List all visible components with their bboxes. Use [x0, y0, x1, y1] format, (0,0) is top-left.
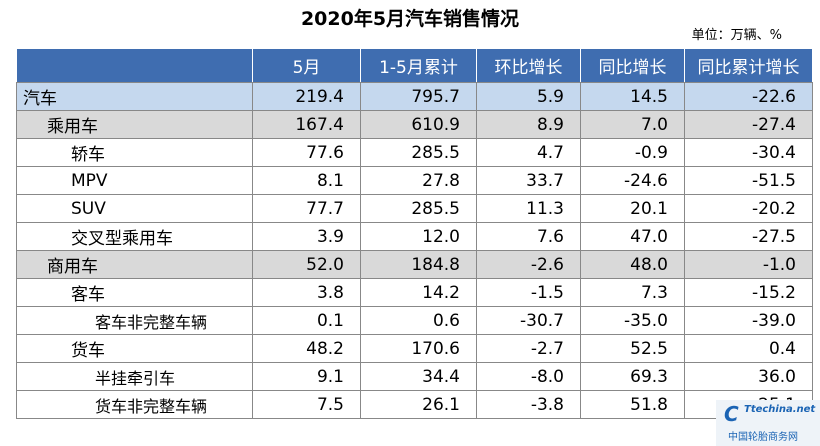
cell-mom: 11.3	[476, 194, 581, 223]
cell-cum-yoy: 36.0	[684, 362, 813, 391]
cell-cumulative: 26.1	[360, 390, 477, 419]
cell-yoy: 48.0	[580, 250, 685, 279]
table-row-commercial: 商用车 52.0 184.8 -2.6 48.0 -1.0	[16, 250, 813, 279]
cell-cum-yoy: -20.2	[684, 194, 813, 223]
sales-table: 5月 1-5月累计 环比增长 同比增长 同比累计增长 汽车 219.4 795.…	[16, 48, 813, 419]
unit-label: 单位：万辆、%	[691, 28, 782, 43]
cell-cum-yoy: -27.5	[684, 222, 813, 251]
row-label: 客车非完整车辆	[16, 306, 253, 335]
cell-cumulative: 285.5	[360, 138, 477, 167]
cell-may: 0.1	[252, 306, 361, 335]
cell-may: 9.1	[252, 362, 361, 391]
cell-cum-yoy: -51.5	[684, 166, 813, 195]
cell-may: 3.8	[252, 278, 361, 307]
row-label: 客车	[16, 278, 253, 307]
cell-yoy: -24.6	[580, 166, 685, 195]
row-label: 汽车	[16, 82, 253, 111]
header-cum-yoy-growth: 同比累计增长	[684, 48, 813, 83]
cell-yoy: 47.0	[580, 222, 685, 251]
cell-mom: 33.7	[476, 166, 581, 195]
cell-mom: 8.9	[476, 110, 581, 139]
row-label: 商用车	[16, 250, 253, 279]
cell-yoy: 52.5	[580, 334, 685, 363]
cell-mom: -8.0	[476, 362, 581, 391]
cell-yoy: -0.9	[580, 138, 685, 167]
cell-mom: 7.6	[476, 222, 581, 251]
cell-cumulative: 285.5	[360, 194, 477, 223]
watermark-logo: C Ttechina.net 中国轮胎商务网	[716, 400, 820, 446]
table-row: 半挂牵引车 9.1 34.4 -8.0 69.3 36.0	[16, 362, 813, 391]
cell-mom: 4.7	[476, 138, 581, 167]
table-header-row: 5月 1-5月累计 环比增长 同比增长 同比累计增长	[16, 48, 813, 83]
table-row: 轿车 77.6 285.5 4.7 -0.9 -30.4	[16, 138, 813, 167]
cell-may: 8.1	[252, 166, 361, 195]
logo-subtext: 中国轮胎商务网	[728, 432, 798, 443]
cell-yoy: 20.1	[580, 194, 685, 223]
table-row: 客车非完整车辆 0.1 0.6 -30.7 -35.0 -39.0	[16, 306, 813, 335]
row-label: 轿车	[16, 138, 253, 167]
table-row: SUV 77.7 285.5 11.3 20.1 -20.2	[16, 194, 813, 223]
cell-may: 167.4	[252, 110, 361, 139]
cell-cum-yoy: -1.0	[684, 250, 813, 279]
table-row: 交叉型乘用车 3.9 12.0 7.6 47.0 -27.5	[16, 222, 813, 251]
table-row: 客车 3.8 14.2 -1.5 7.3 -15.2	[16, 278, 813, 307]
cell-cumulative: 184.8	[360, 250, 477, 279]
cell-cum-yoy: -39.0	[684, 306, 813, 335]
cell-may: 77.7	[252, 194, 361, 223]
cell-yoy: 14.5	[580, 82, 685, 111]
row-label: SUV	[16, 194, 253, 223]
cell-yoy: 7.3	[580, 278, 685, 307]
table-row: 货车 48.2 170.6 -2.7 52.5 0.4	[16, 334, 813, 363]
header-cumulative: 1-5月累计	[360, 48, 477, 83]
logo-text: Ttechina.net	[744, 404, 816, 415]
cell-cum-yoy: -27.4	[684, 110, 813, 139]
row-label: 货车	[16, 334, 253, 363]
cell-cumulative: 34.4	[360, 362, 477, 391]
header-yoy-growth: 同比增长	[580, 48, 685, 83]
row-label: 半挂牵引车	[16, 362, 253, 391]
cell-may: 77.6	[252, 138, 361, 167]
cell-may: 3.9	[252, 222, 361, 251]
cell-cum-yoy: -15.2	[684, 278, 813, 307]
table-row: MPV 8.1 27.8 33.7 -24.6 -51.5	[16, 166, 813, 195]
cell-yoy: 7.0	[580, 110, 685, 139]
cell-cum-yoy: -30.4	[684, 138, 813, 167]
cell-mom: -2.6	[476, 250, 581, 279]
cell-mom: -1.5	[476, 278, 581, 307]
cell-cumulative: 27.8	[360, 166, 477, 195]
cell-mom: -3.8	[476, 390, 581, 419]
row-label: MPV	[16, 166, 253, 195]
cell-may: 219.4	[252, 82, 361, 111]
cell-may: 7.5	[252, 390, 361, 419]
cell-may: 48.2	[252, 334, 361, 363]
cell-may: 52.0	[252, 250, 361, 279]
header-may: 5月	[252, 48, 361, 83]
cell-cumulative: 795.7	[360, 82, 477, 111]
cell-mom: -30.7	[476, 306, 581, 335]
header-blank	[16, 48, 253, 83]
cell-yoy: 51.8	[580, 390, 685, 419]
cell-cumulative: 14.2	[360, 278, 477, 307]
cell-cumulative: 170.6	[360, 334, 477, 363]
cell-yoy: -35.0	[580, 306, 685, 335]
table-row: 货车非完整车辆 7.5 26.1 -3.8 51.8 25.1	[16, 390, 813, 419]
table-row-passenger: 乘用车 167.4 610.9 8.9 7.0 -27.4	[16, 110, 813, 139]
cell-cum-yoy: -22.6	[684, 82, 813, 111]
cell-mom: -2.7	[476, 334, 581, 363]
header-mom-growth: 环比增长	[476, 48, 581, 83]
cell-cumulative: 0.6	[360, 306, 477, 335]
row-label: 交叉型乘用车	[16, 222, 253, 251]
cell-cumulative: 610.9	[360, 110, 477, 139]
row-label: 乘用车	[16, 110, 253, 139]
table-row-cars: 汽车 219.4 795.7 5.9 14.5 -22.6	[16, 82, 813, 111]
cell-cumulative: 12.0	[360, 222, 477, 251]
row-label: 货车非完整车辆	[16, 390, 253, 419]
logo-mark: C	[724, 402, 739, 426]
cell-cum-yoy: 0.4	[684, 334, 813, 363]
cell-mom: 5.9	[476, 82, 581, 111]
cell-yoy: 69.3	[580, 362, 685, 391]
page-title: 2020年5月汽车销售情况	[300, 8, 520, 30]
